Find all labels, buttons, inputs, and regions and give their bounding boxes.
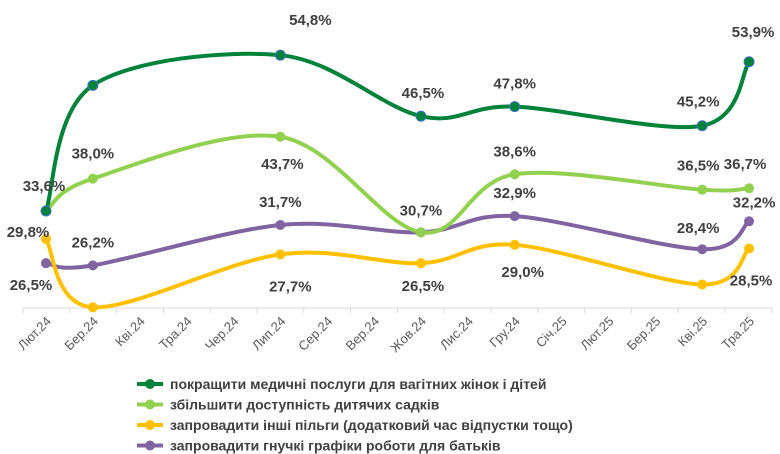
data-labels: 26,5% 26,2% 31,7% 32,9% 28,4% 32,2% 29,8% 27,7%…: [7, 12, 776, 295]
data-label: 36,5%: [677, 158, 720, 175]
legend-swatch-marker: [145, 440, 155, 451]
data-point-series-0[interactable]: [415, 110, 427, 122]
data-label: 36,7%: [724, 156, 767, 173]
data-point-series-2[interactable]: [509, 239, 520, 250]
data-point-series-0[interactable]: [274, 49, 286, 61]
legend-swatch-marker: [145, 420, 155, 430]
data-label: 54,8%: [289, 12, 332, 29]
x-tick-label: Кві.25: [675, 314, 711, 350]
data-point-series-0[interactable]: [40, 205, 52, 217]
data-label: 28,5%: [730, 272, 773, 289]
x-tick-label: Лип.24: [249, 314, 289, 354]
data-point-series-1[interactable]: [509, 169, 520, 180]
legend-label: збільшити доступність дитячих садків: [170, 397, 440, 413]
data-label: 47,8%: [493, 76, 536, 93]
legend: покращити медичні послуги для вагітних ж…: [137, 376, 573, 454]
data-label: 30,7%: [400, 202, 443, 219]
data-point-series-3[interactable]: [275, 219, 286, 230]
data-point-series-2[interactable]: [275, 249, 286, 260]
data-point-series-1[interactable]: [697, 184, 708, 195]
data-label: 26,2%: [72, 234, 115, 251]
x-tick-label: Гру.24: [486, 314, 523, 351]
data-point-series-3[interactable]: [744, 216, 755, 227]
data-label: 29,8%: [7, 224, 50, 241]
data-label: 26,5%: [402, 278, 445, 295]
legend-swatch-marker: [145, 399, 155, 410]
data-point-series-3[interactable]: [41, 258, 51, 269]
data-point-series-2[interactable]: [415, 258, 426, 269]
data-point-series-0[interactable]: [87, 79, 99, 91]
data-point-series-3[interactable]: [697, 244, 708, 255]
legend-swatch-marker: [145, 379, 155, 389]
series-line-0: [44, 51, 752, 213]
legend-label: покращити медичні послуги для вагітних ж…: [170, 376, 546, 392]
data-point-series-2[interactable]: [697, 279, 708, 290]
x-tick-label: Вер.24: [342, 314, 382, 354]
legend-item-3[interactable]: запровадити гнучкі графіки роботи для ба…: [137, 438, 501, 454]
x-tick-label: Жов.24: [387, 314, 429, 356]
x-tick-label: Лют.24: [15, 314, 54, 353]
data-label: 29,0%: [501, 264, 544, 281]
legend-label: запровадити інші пільги (додатковий час …: [170, 417, 573, 433]
series-line-1: [44, 133, 752, 235]
x-axis: Лют.24 Бер.24 Кві.24 Тра.24 Чер.24 Лип.24 Сер.…: [15, 307, 773, 356]
series-line-2: [44, 236, 752, 310]
data-point-series-0[interactable]: [509, 101, 521, 113]
x-tick-label: Січ.25: [533, 314, 570, 351]
legend-item-2[interactable]: запровадити інші пільги (додатковий час …: [137, 417, 573, 433]
data-point-series-1[interactable]: [415, 227, 426, 238]
x-tick-label: Лис.24: [437, 314, 476, 353]
data-point-series-1[interactable]: [744, 183, 755, 194]
data-point-series-3[interactable]: [87, 260, 98, 271]
x-tick-label: Тра.25: [718, 314, 757, 353]
data-point-series-0[interactable]: [743, 56, 755, 68]
data-point-series-1[interactable]: [87, 173, 98, 184]
data-label: 32,9%: [493, 185, 536, 202]
data-label: 45,2%: [677, 94, 720, 111]
data-label: 33,6%: [23, 178, 66, 195]
x-tick-label: Чер.24: [202, 314, 242, 354]
x-tick-label: Лют.25: [577, 314, 616, 353]
legend-item-0[interactable]: покращити медичні послуги для вагітних ж…: [137, 376, 546, 392]
data-label: 27,7%: [269, 278, 312, 295]
data-label: 53,9%: [732, 24, 775, 41]
data-label: 32,2%: [733, 194, 776, 211]
data-point-series-3[interactable]: [509, 211, 520, 222]
x-tick-label: Тра.24: [156, 314, 195, 353]
data-label: 26,5%: [10, 277, 53, 294]
data-label: 31,7%: [259, 194, 302, 211]
data-label: 38,0%: [72, 146, 115, 163]
data-point-series-1[interactable]: [275, 131, 286, 142]
data-label: 43,7%: [261, 156, 304, 173]
data-point-series-2[interactable]: [744, 243, 755, 254]
series-lines: [40, 49, 755, 313]
x-tick-label: Бер.24: [61, 314, 101, 354]
data-point-series-0[interactable]: [696, 120, 708, 132]
data-label: 46,5%: [402, 85, 445, 102]
data-label: 38,6%: [493, 143, 536, 160]
legend-label: запровадити гнучкі графіки роботи для ба…: [170, 438, 501, 454]
data-point-series-2[interactable]: [87, 302, 98, 313]
x-tick-label: Бер.25: [624, 314, 664, 354]
legend-item-1[interactable]: збільшити доступність дитячих садків: [137, 397, 440, 413]
x-tick-label: Сер.24: [295, 314, 335, 354]
data-label: 28,4%: [677, 220, 720, 237]
x-tick-label: Кві.24: [112, 314, 148, 350]
data-point-series-2[interactable]: [41, 233, 51, 244]
